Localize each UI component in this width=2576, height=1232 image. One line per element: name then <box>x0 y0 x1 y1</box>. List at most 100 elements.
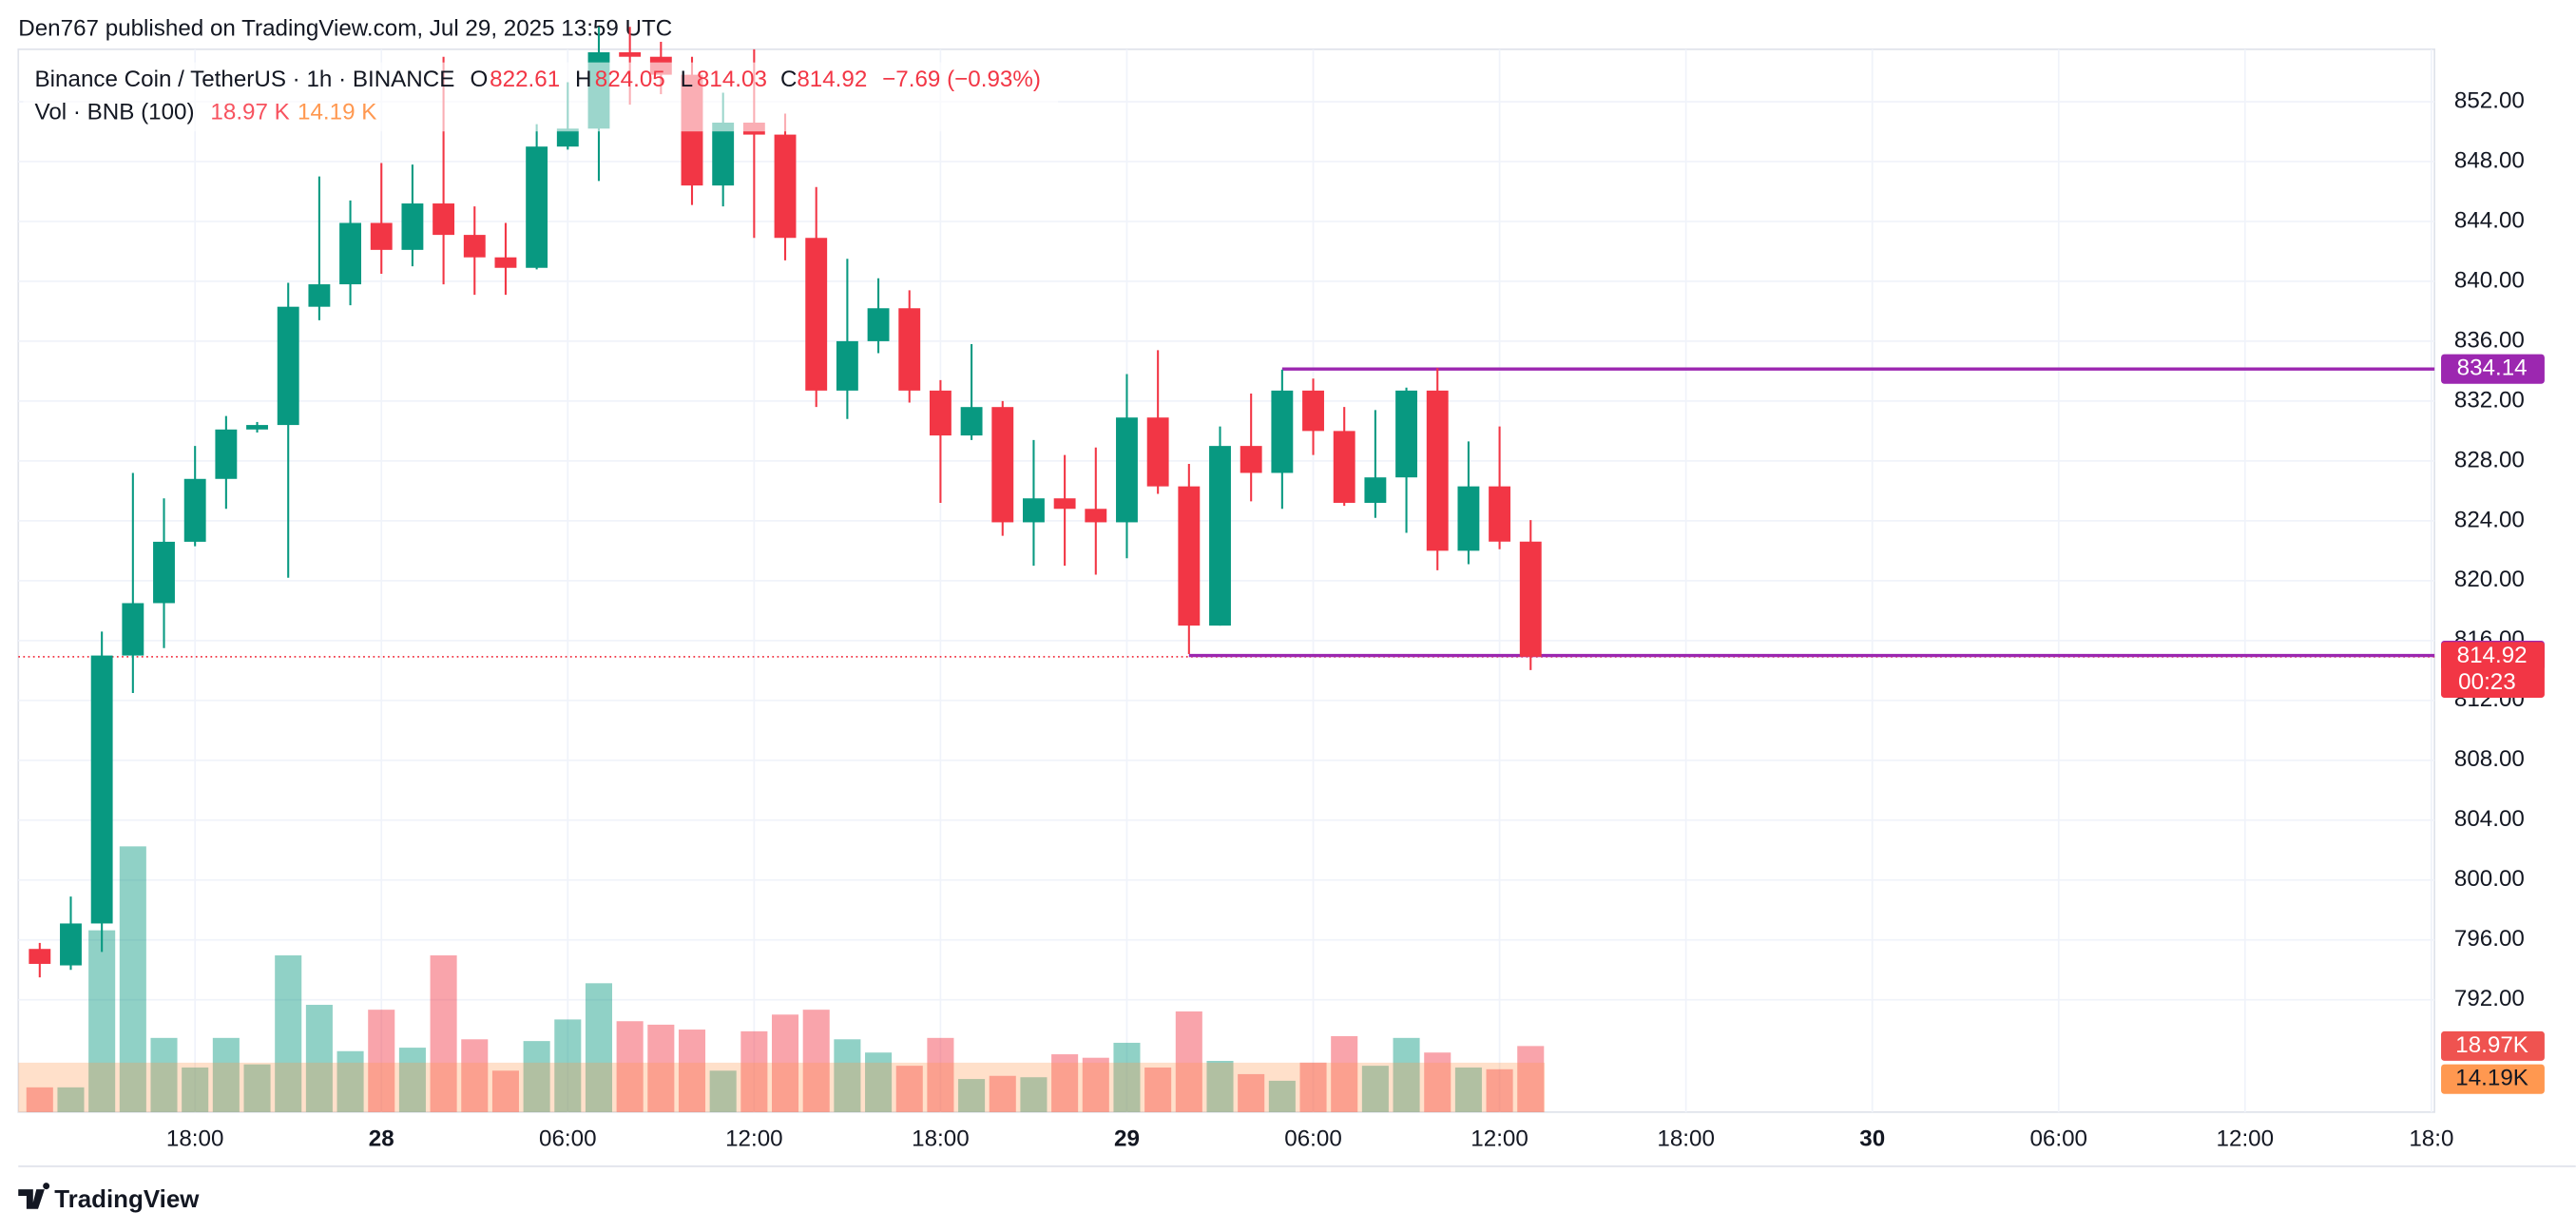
y-tick-label: 848.00 <box>2454 147 2525 173</box>
volume-bar <box>57 1087 85 1112</box>
legend-c-label: C <box>780 67 797 92</box>
x-tick-label: 12:00 <box>1471 1126 1528 1152</box>
last-price-label: 814.92 <box>2457 643 2528 668</box>
volume-bar <box>182 1067 209 1112</box>
volume-bar <box>119 846 146 1112</box>
volume-bar <box>772 1014 799 1112</box>
volume-bar <box>1331 1035 1358 1112</box>
volume-bar <box>927 1037 954 1112</box>
candle-body <box>401 203 424 250</box>
volume-bar <box>865 1052 893 1112</box>
candle-body <box>619 51 642 57</box>
x-tick-label: 18:0 <box>2409 1126 2453 1152</box>
volume-bar <box>1113 1042 1141 1112</box>
logo <box>18 1183 50 1209</box>
candle-body <box>898 308 921 391</box>
volume-bar <box>336 1050 364 1112</box>
volume-bar <box>212 1037 240 1112</box>
x-tick-label: 06:00 <box>539 1126 597 1152</box>
y-tick-label: 820.00 <box>2454 567 2525 592</box>
x-tick-label: 06:00 <box>2029 1126 2087 1152</box>
candle-body <box>308 284 331 307</box>
volume-bar <box>616 1021 644 1112</box>
countdown: 00:23 <box>2458 669 2516 695</box>
volume-legend: Vol · BNB (100) <box>35 100 195 125</box>
candle-body <box>774 134 797 239</box>
candle-body <box>712 122 735 186</box>
volume-bar <box>647 1024 675 1112</box>
y-tick-label: 844.00 <box>2454 207 2525 233</box>
candle-body <box>836 340 858 391</box>
candle-body <box>1178 486 1201 626</box>
legend-high: 824.05 <box>595 67 665 92</box>
volume-bar <box>709 1070 737 1112</box>
volume-bar <box>1206 1061 1234 1112</box>
volume-bar <box>491 1070 519 1112</box>
candle-body <box>433 203 455 236</box>
candle-body <box>215 429 238 479</box>
candle-body <box>1209 446 1231 626</box>
y-tick-label: 840.00 <box>2454 267 2525 293</box>
volume-ma-axis-label-box <box>2441 1064 2545 1094</box>
volume-ma <box>18 1062 1546 1112</box>
volume-legend-ma: 14.19 K <box>298 100 376 125</box>
y-tick-label: 832.00 <box>2454 387 2525 413</box>
candle-body <box>122 603 144 656</box>
volume-bar <box>585 983 613 1112</box>
x-tick-label: 18:00 <box>166 1126 224 1152</box>
candle-body <box>60 923 82 966</box>
price-line-label-box <box>2441 354 2545 384</box>
volume-axis-label: 18.97K <box>2455 1032 2528 1058</box>
x-tick-label: 12:00 <box>725 1126 783 1152</box>
candle-body <box>526 146 548 268</box>
legend-l-label: L <box>681 67 693 92</box>
volume-bar <box>150 1037 178 1112</box>
x-tick-label: 30 <box>1859 1126 1885 1152</box>
volume-bar <box>1361 1066 1389 1112</box>
volume-bar <box>1424 1052 1451 1112</box>
volume-bar <box>1175 1011 1202 1112</box>
volume-bar <box>834 1039 861 1112</box>
volume-bar <box>1299 1062 1327 1112</box>
legend-open: 822.61 <box>490 67 560 92</box>
x-tick-label: 06:00 <box>1284 1126 1342 1152</box>
volume-bar <box>26 1087 53 1112</box>
volume-axis-label-box <box>2441 1030 2545 1061</box>
volume-bar <box>305 1005 333 1112</box>
y-tick-label: 796.00 <box>2454 926 2525 952</box>
legend-h-label: H <box>575 67 591 92</box>
volume-bar <box>523 1041 550 1112</box>
volume-bar <box>88 930 116 1112</box>
publisher: Den767 published on TradingView.com, Jul… <box>18 15 672 41</box>
y-tick-label: 836.00 <box>2454 327 2525 353</box>
candle-body <box>1364 477 1387 503</box>
legend-o-label: O <box>470 67 488 92</box>
y-tick-label: 808.00 <box>2454 746 2525 772</box>
candle-body <box>1023 498 1045 523</box>
candle-body <box>494 257 517 268</box>
candle-body <box>1302 390 1324 432</box>
legend-bg <box>23 62 1059 132</box>
candle-body <box>463 235 486 258</box>
volume-bar <box>1486 1068 1513 1112</box>
y-tick-label: 828.00 <box>2454 447 2525 472</box>
y-tick-label: 804.00 <box>2454 806 2525 832</box>
volume-legend-value: 18.97 K <box>210 100 289 125</box>
candle-body <box>1240 446 1262 473</box>
candle-body <box>1116 417 1138 523</box>
volume-bar <box>1454 1067 1482 1112</box>
candle-body <box>183 478 206 542</box>
x-tick-label: 28 <box>369 1126 394 1152</box>
candle-body <box>246 425 268 430</box>
candle-body <box>277 306 299 426</box>
x-tick-label: 29 <box>1114 1126 1140 1152</box>
volume-bar <box>243 1064 271 1112</box>
volume-bar <box>958 1079 986 1112</box>
candle-body <box>867 308 890 341</box>
candle-body <box>1489 486 1511 542</box>
candle-body <box>1053 498 1076 510</box>
volume-bar <box>989 1075 1016 1112</box>
volume-bar <box>802 1010 830 1112</box>
